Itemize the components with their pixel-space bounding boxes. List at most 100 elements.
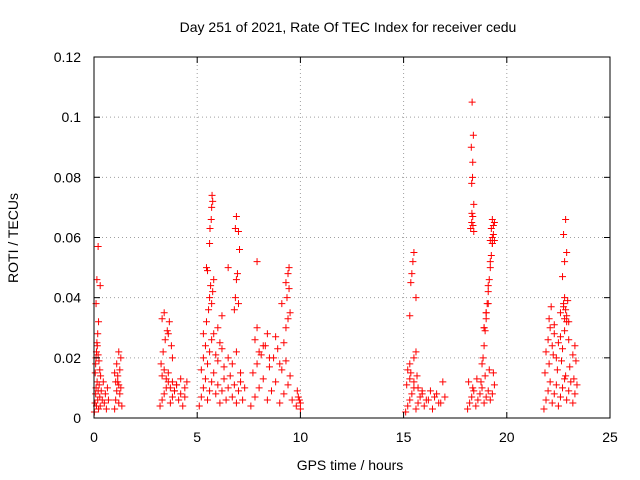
data-point: [486, 396, 494, 404]
data-point: [426, 387, 434, 395]
data-point: [470, 227, 478, 235]
data-point: [545, 360, 553, 368]
data-point: [112, 378, 120, 386]
data-point: [546, 324, 554, 332]
data-point: [412, 348, 420, 356]
data-point: [224, 354, 232, 362]
data-point: [489, 230, 497, 238]
data-point: [118, 402, 126, 410]
data-point: [210, 330, 218, 338]
data-point: [201, 342, 209, 350]
data-point: [175, 396, 183, 404]
data-point: [554, 402, 562, 410]
data-point: [93, 276, 101, 284]
data-point: [249, 369, 257, 377]
data-point: [259, 342, 267, 350]
data-point: [268, 387, 276, 395]
data-point: [476, 390, 484, 398]
data-point: [210, 276, 218, 284]
data-point: [209, 197, 217, 205]
data-point: [210, 369, 218, 377]
data-point: [99, 378, 107, 386]
data-point: [115, 399, 123, 407]
data-point: [204, 360, 212, 368]
data-point: [542, 396, 550, 404]
data-point: [293, 387, 301, 395]
data-point: [548, 342, 556, 350]
data-point: [541, 369, 549, 377]
data-point: [103, 384, 111, 392]
data-point: [226, 372, 234, 380]
data-point: [489, 221, 497, 229]
x-tick-label: 20: [499, 429, 515, 445]
data-point: [553, 366, 561, 374]
data-point: [412, 294, 420, 302]
data-point: [232, 348, 240, 356]
data-point: [218, 387, 226, 395]
data-point: [466, 399, 474, 407]
data-point: [408, 390, 416, 398]
data-point: [201, 375, 209, 383]
data-point: [95, 318, 103, 326]
data-point: [488, 240, 496, 248]
data-point: [488, 215, 496, 223]
data-point: [422, 396, 430, 404]
data-point: [214, 381, 222, 389]
ticks: [93, 56, 611, 419]
data-point: [177, 375, 185, 383]
data-point: [414, 399, 422, 407]
data-point: [563, 249, 571, 257]
data-point: [167, 342, 175, 350]
data-point: [468, 218, 476, 226]
data-point: [233, 270, 241, 278]
data-point: [236, 246, 244, 254]
x-axis-label: GPS time / hours: [297, 457, 404, 473]
data-point: [283, 294, 291, 302]
data-point: [478, 360, 486, 368]
data-point: [412, 405, 420, 413]
data-point: [202, 264, 210, 272]
data-point: [199, 384, 207, 392]
data-point: [253, 324, 261, 332]
data-point: [410, 378, 418, 386]
data-point: [115, 381, 123, 389]
data-point: [95, 357, 103, 365]
data-point: [570, 375, 578, 383]
data-point: [161, 336, 169, 344]
data-point: [181, 384, 189, 392]
data-point: [234, 387, 242, 395]
data-point: [410, 354, 418, 362]
data-point: [181, 393, 189, 401]
data-point: [116, 390, 124, 398]
data-point: [206, 294, 214, 302]
data-point: [550, 330, 558, 338]
data-point: [162, 375, 170, 383]
data-point: [569, 399, 577, 407]
data-point: [278, 366, 286, 374]
y-axis-label: ROTI / TECUs: [5, 193, 21, 283]
data-point: [220, 363, 228, 371]
data-point: [484, 288, 492, 296]
data-point: [179, 402, 187, 410]
data-point: [561, 294, 569, 302]
data-point: [102, 405, 110, 413]
data-point: [403, 381, 411, 389]
data-point: [282, 357, 290, 365]
data-point: [239, 396, 247, 404]
data-point: [566, 363, 574, 371]
data-point: [413, 372, 421, 380]
grid-lines: [94, 57, 610, 418]
data-point: [285, 285, 293, 293]
data-point: [164, 330, 172, 338]
data-point: [156, 402, 164, 410]
data-point: [93, 342, 101, 350]
data-point: [469, 158, 477, 166]
data-point: [469, 221, 477, 229]
x-tick-label: 15: [396, 429, 412, 445]
data-point: [409, 258, 417, 266]
data-point: [94, 330, 102, 338]
data-point: [204, 396, 212, 404]
data-point: [170, 387, 178, 395]
data-point: [97, 387, 105, 395]
data-point: [114, 372, 122, 380]
